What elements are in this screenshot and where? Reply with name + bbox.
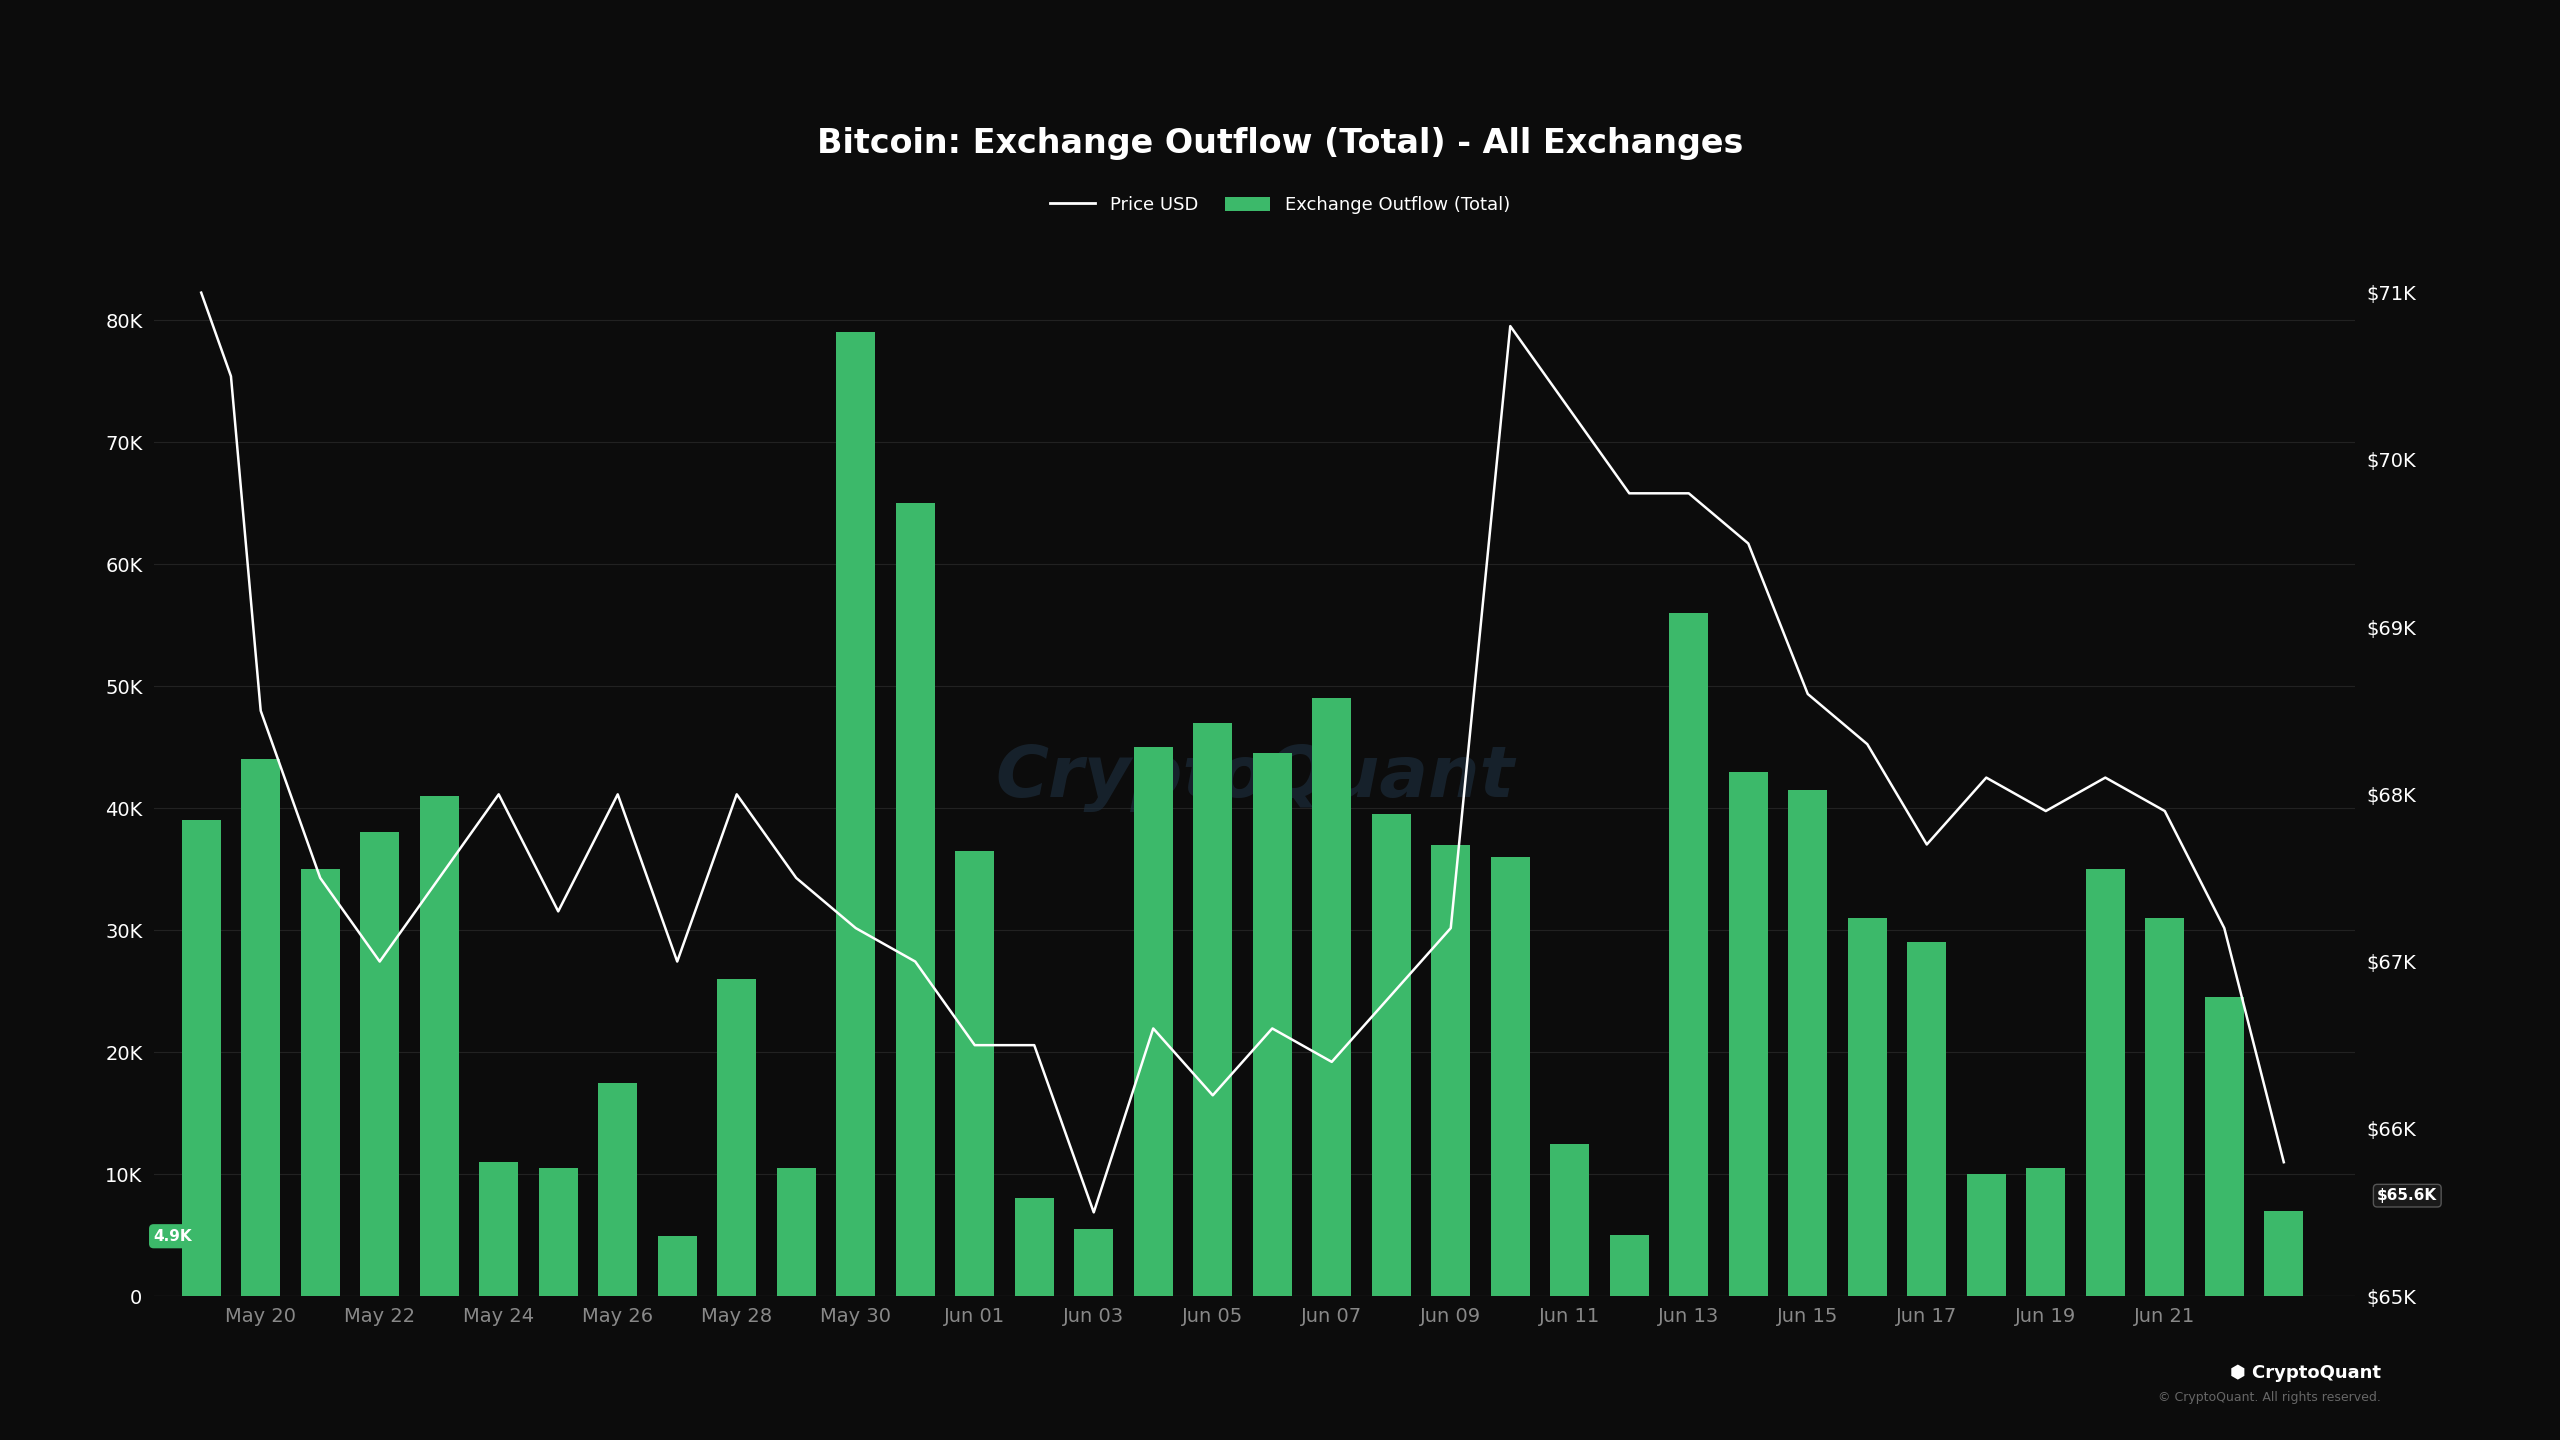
- Bar: [479, 1162, 517, 1296]
- Bar: [1610, 1236, 1649, 1296]
- Bar: [2145, 917, 2184, 1296]
- Text: Bitcoin: Exchange Outflow (Total) - All Exchanges: Bitcoin: Exchange Outflow (Total) - All …: [817, 128, 1743, 160]
- Bar: [2266, 1211, 2304, 1296]
- Legend: Price USD, Exchange Outflow (Total): Price USD, Exchange Outflow (Total): [1050, 196, 1510, 215]
- Text: CryptoQuant: CryptoQuant: [996, 743, 1513, 812]
- Bar: [1551, 1143, 1590, 1296]
- Bar: [1014, 1198, 1055, 1296]
- Bar: [420, 796, 458, 1296]
- Text: © CryptoQuant. All rights reserved.: © CryptoQuant. All rights reserved.: [2158, 1391, 2381, 1404]
- Bar: [302, 870, 340, 1296]
- Bar: [182, 821, 220, 1296]
- Bar: [837, 333, 876, 1296]
- Bar: [361, 832, 399, 1296]
- Bar: [2028, 1168, 2066, 1296]
- Text: ⬢ CryptoQuant: ⬢ CryptoQuant: [2230, 1365, 2381, 1382]
- Bar: [540, 1168, 579, 1296]
- Bar: [955, 851, 993, 1296]
- Bar: [1134, 747, 1172, 1296]
- Bar: [658, 1236, 696, 1296]
- Bar: [776, 1168, 817, 1296]
- Bar: [241, 759, 279, 1296]
- Bar: [2086, 870, 2125, 1296]
- Bar: [1075, 1228, 1114, 1296]
- Bar: [1252, 753, 1293, 1296]
- Bar: [1431, 845, 1469, 1296]
- Text: 4.9K: 4.9K: [154, 1228, 192, 1244]
- Bar: [1372, 814, 1411, 1296]
- Bar: [1789, 789, 1828, 1296]
- Bar: [1848, 917, 1887, 1296]
- Bar: [1193, 723, 1231, 1296]
- Bar: [717, 979, 755, 1296]
- Bar: [1966, 1174, 2004, 1296]
- Bar: [599, 1083, 637, 1296]
- Bar: [1907, 942, 1946, 1296]
- Bar: [1490, 857, 1531, 1296]
- Bar: [1669, 613, 1708, 1296]
- Bar: [2204, 996, 2243, 1296]
- Bar: [1313, 698, 1352, 1296]
- Text: $65.6K: $65.6K: [2378, 1188, 2437, 1204]
- Bar: [1728, 772, 1766, 1296]
- Bar: [896, 503, 934, 1296]
